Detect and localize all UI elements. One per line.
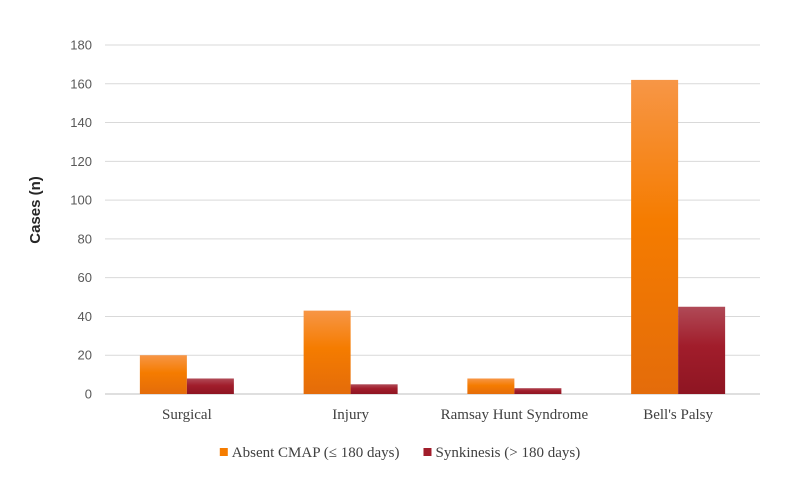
x-category-label: Surgical bbox=[162, 407, 212, 423]
bar-absent-cmap bbox=[303, 310, 351, 394]
legend-swatch bbox=[423, 448, 432, 456]
bar-synkinesis bbox=[350, 384, 398, 394]
bar-synkinesis bbox=[514, 388, 562, 394]
legend: Absent CMAP (≤ 180 days) Synkinesis (> 18… bbox=[219, 445, 580, 461]
y-tick-label: 140 bbox=[70, 115, 92, 130]
y-tick-label: 80 bbox=[78, 231, 92, 246]
x-category-label: Ramsay Hunt Syndrome bbox=[441, 407, 589, 423]
legend-label: Absent CMAP (≤ 180 days) bbox=[232, 445, 400, 461]
x-axis-categories: Surgical Injury Ramsay Hunt Syndrome Bell's… bbox=[162, 407, 714, 423]
y-tick-label: 160 bbox=[70, 76, 92, 91]
y-axis-title: Cases (n) bbox=[27, 176, 44, 244]
y-tick-label: 0 bbox=[85, 387, 92, 402]
y-tick-label: 40 bbox=[78, 309, 92, 324]
y-tick-label: 20 bbox=[78, 348, 92, 363]
legend-swatch bbox=[219, 448, 228, 456]
x-category-label: Bell's Palsy bbox=[643, 407, 713, 423]
bar-absent-cmap bbox=[631, 79, 679, 395]
bar-absent-cmap bbox=[139, 355, 187, 394]
bars bbox=[139, 79, 726, 395]
y-tick-label: 100 bbox=[70, 193, 92, 208]
bar-synkinesis bbox=[186, 378, 234, 394]
bar-synkinesis bbox=[678, 306, 726, 394]
y-axis-ticks: 0 20 40 60 80 100 120 140 160 180 bbox=[70, 38, 92, 402]
y-tick-label: 120 bbox=[70, 154, 92, 169]
y-tick-label: 60 bbox=[78, 270, 92, 285]
y-tick-label: 180 bbox=[70, 38, 92, 53]
legend-label: Synkinesis (> 180 days) bbox=[435, 445, 580, 461]
bar-absent-cmap bbox=[467, 378, 515, 394]
gridlines bbox=[105, 44, 760, 395]
x-category-label: Injury bbox=[332, 407, 369, 423]
